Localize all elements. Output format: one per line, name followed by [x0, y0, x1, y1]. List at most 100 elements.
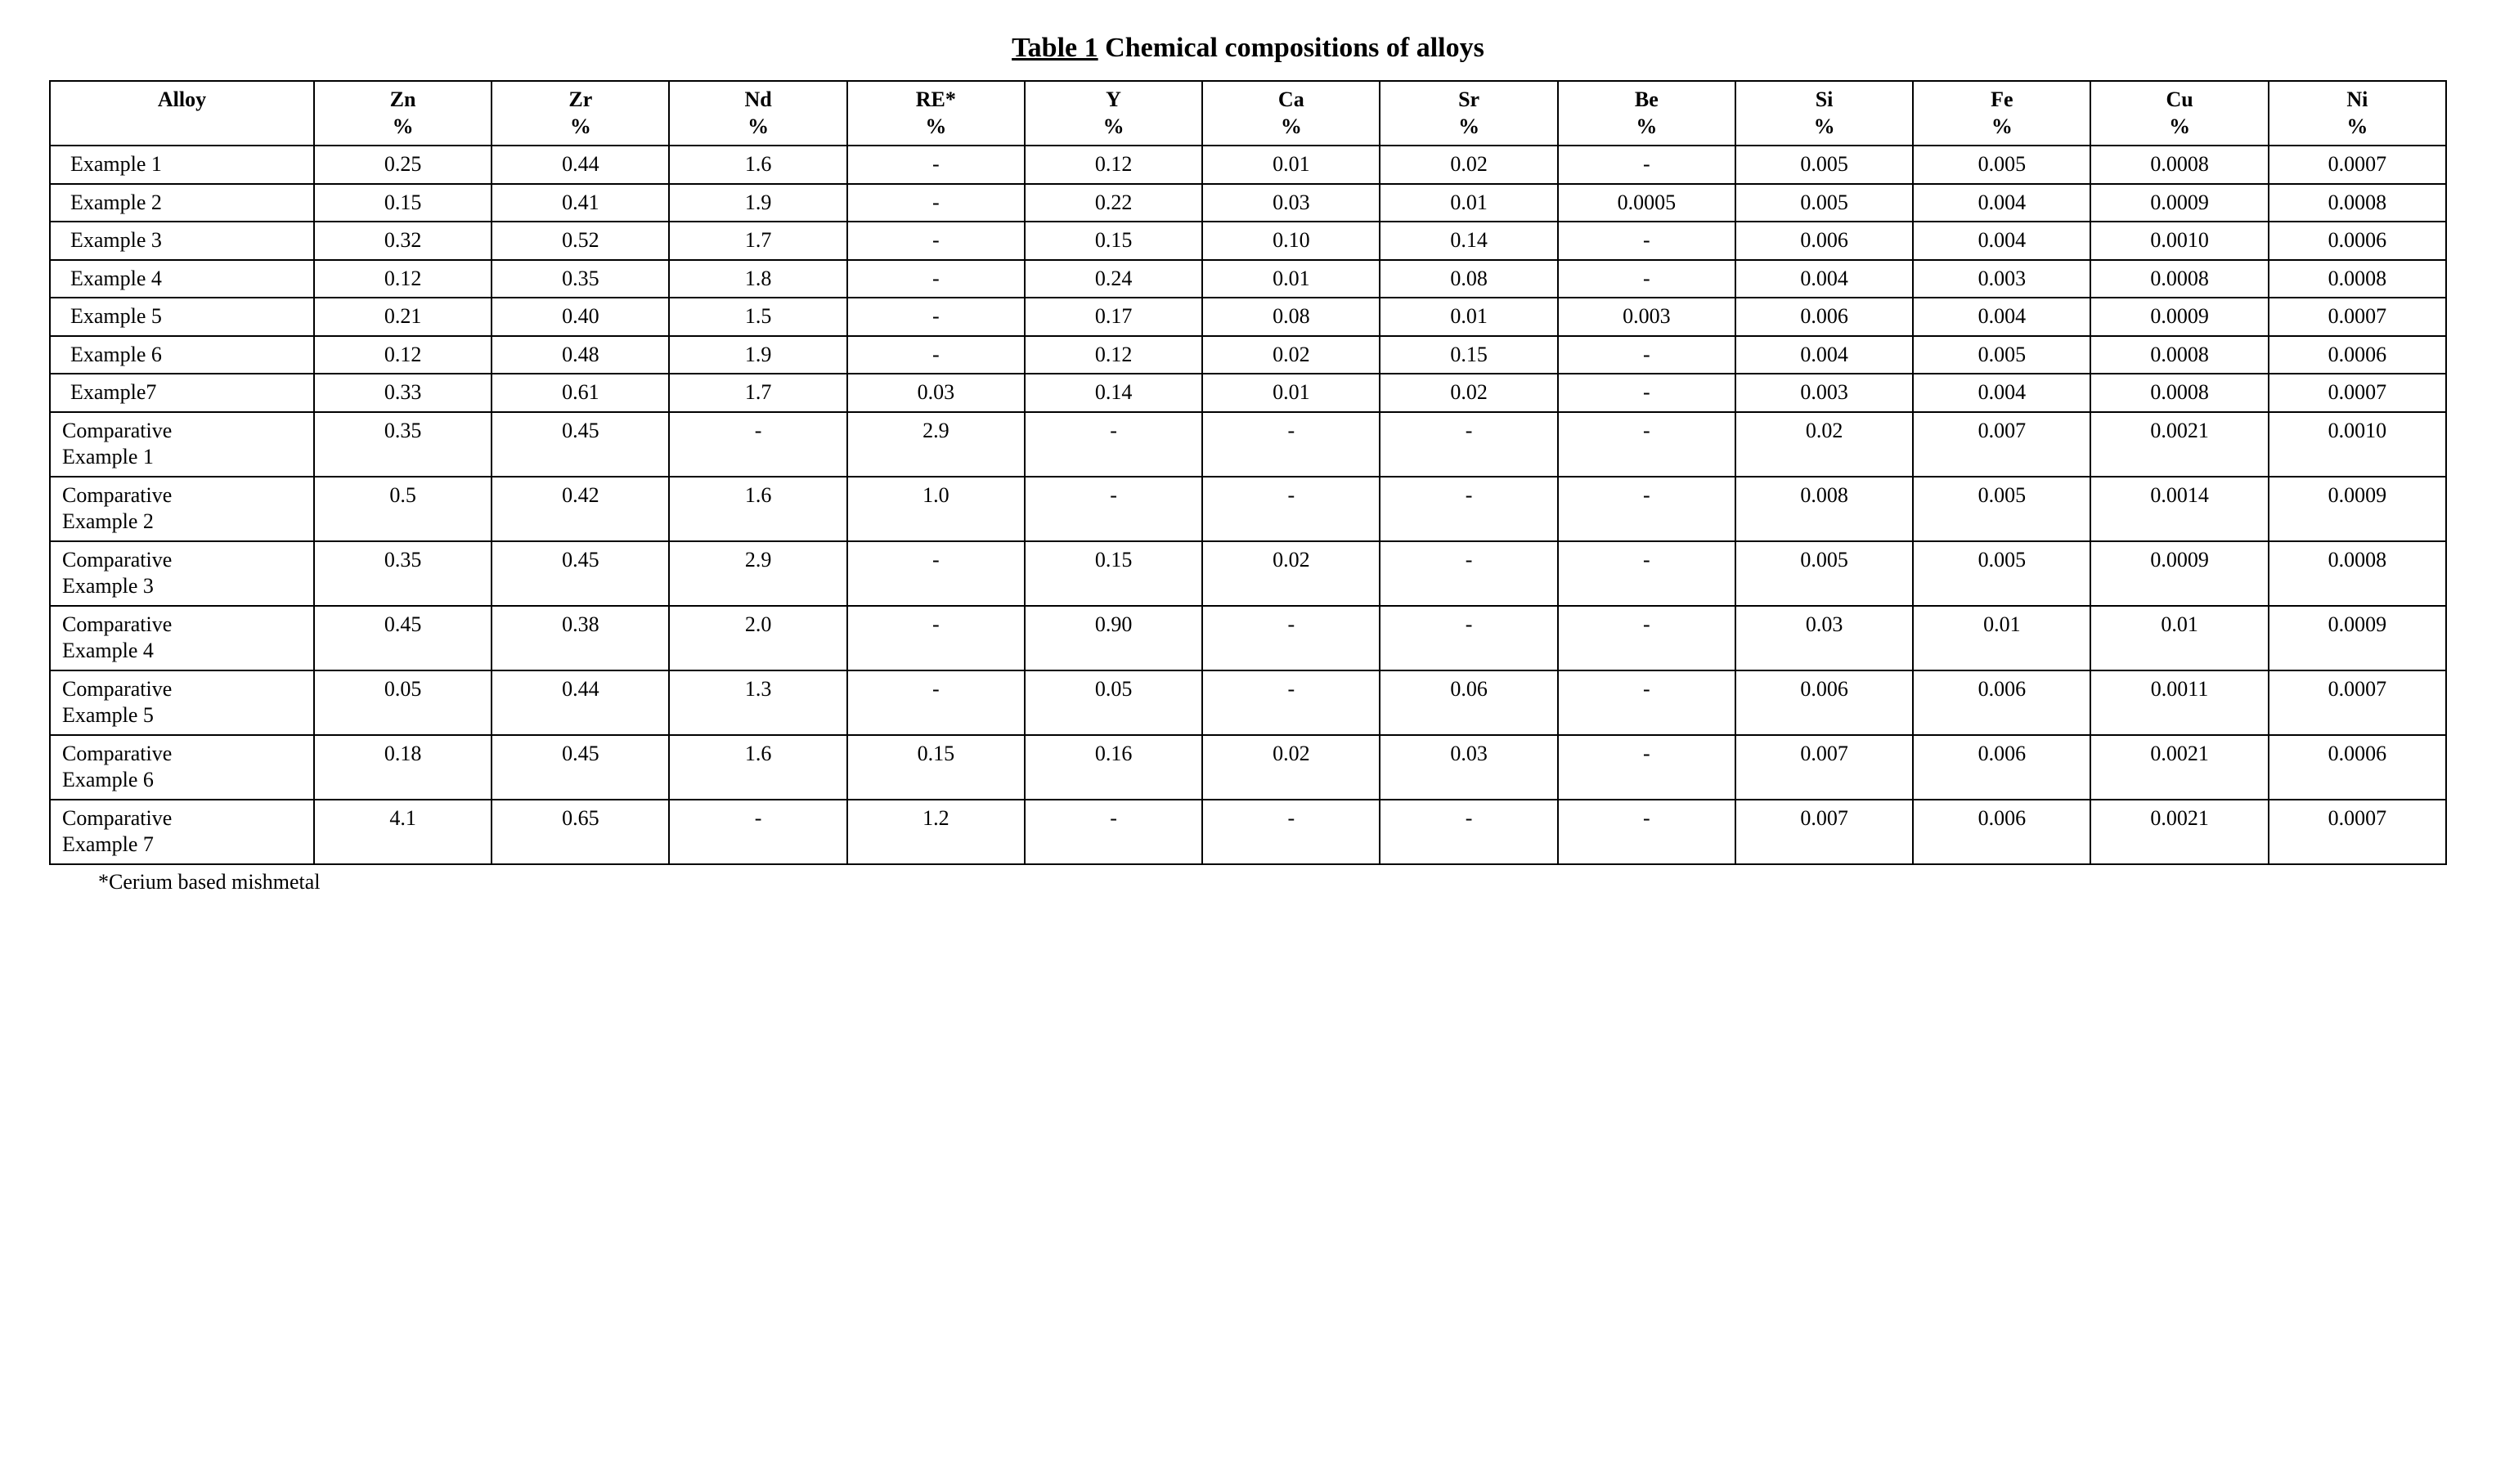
- data-cell: -: [1558, 374, 1735, 412]
- data-cell: -: [1558, 735, 1735, 800]
- data-cell: 0.004: [1913, 298, 2090, 336]
- data-cell: 0.38: [492, 606, 669, 670]
- alloy-name-cell: Example 6: [50, 336, 314, 374]
- data-cell: 0.01: [1913, 606, 2090, 670]
- data-cell: 0.005: [1913, 541, 2090, 606]
- data-cell: 0.24: [1025, 260, 1202, 298]
- data-cell: 0.02: [1735, 412, 1913, 477]
- column-header-line1: Sr: [1387, 87, 1550, 114]
- table-body: Example 10.250.441.6-0.120.010.02-0.0050…: [50, 146, 2446, 864]
- data-cell: 0.01: [1202, 374, 1380, 412]
- data-cell: 2.9: [669, 541, 846, 606]
- column-header-line2: %: [321, 114, 484, 141]
- column-header-line1: Cu: [2098, 87, 2260, 114]
- table-row: Example 30.320.521.7-0.150.100.14-0.0060…: [50, 222, 2446, 260]
- alloy-name-cell: Example 2: [50, 184, 314, 222]
- data-cell: 0.0014: [2090, 477, 2268, 541]
- data-cell: 0.0010: [2090, 222, 2268, 260]
- data-cell: -: [847, 298, 1025, 336]
- data-cell: -: [1202, 800, 1380, 864]
- data-cell: 0.32: [314, 222, 492, 260]
- data-cell: 0.61: [492, 374, 669, 412]
- data-cell: -: [847, 606, 1025, 670]
- data-cell: -: [1025, 800, 1202, 864]
- column-header: Ca%: [1202, 81, 1380, 146]
- data-cell: 0.12: [1025, 146, 1202, 184]
- data-cell: 0.0006: [2269, 222, 2446, 260]
- data-cell: 1.6: [669, 146, 846, 184]
- data-cell: -: [669, 412, 846, 477]
- data-cell: -: [669, 800, 846, 864]
- data-cell: 0.33: [314, 374, 492, 412]
- data-cell: 0.21: [314, 298, 492, 336]
- data-cell: 1.9: [669, 184, 846, 222]
- data-cell: 0.01: [1380, 184, 1557, 222]
- column-header-line2: %: [1743, 114, 1906, 141]
- data-cell: 0.0007: [2269, 670, 2446, 735]
- data-cell: 0.003: [1913, 260, 2090, 298]
- column-header-line2: %: [1387, 114, 1550, 141]
- header-row: AlloyZn%Zr%Nd%RE*%Y%Ca%Sr%Be%Si%Fe%Cu%Ni…: [50, 81, 2446, 146]
- data-cell: 0.17: [1025, 298, 1202, 336]
- data-cell: 0.15: [1025, 541, 1202, 606]
- data-cell: 0.18: [314, 735, 492, 800]
- data-cell: 0.03: [847, 374, 1025, 412]
- data-cell: 0.008: [1735, 477, 1913, 541]
- data-cell: 0.005: [1735, 541, 1913, 606]
- data-cell: 1.6: [669, 735, 846, 800]
- column-header-line1: Ni: [2276, 87, 2439, 114]
- data-cell: 0.14: [1025, 374, 1202, 412]
- data-cell: 0.006: [1735, 670, 1913, 735]
- data-cell: 0.005: [1913, 146, 2090, 184]
- data-cell: 0.90: [1025, 606, 1202, 670]
- data-cell: 0.45: [314, 606, 492, 670]
- table-row: ComparativeExample 30.350.452.9-0.150.02…: [50, 541, 2446, 606]
- data-cell: 0.15: [1380, 336, 1557, 374]
- data-cell: 0.06: [1380, 670, 1557, 735]
- column-header: Nd%: [669, 81, 846, 146]
- column-header-line2: %: [676, 114, 839, 141]
- data-cell: 0.0005: [1558, 184, 1735, 222]
- data-cell: 0.01: [1202, 146, 1380, 184]
- data-cell: -: [1558, 477, 1735, 541]
- data-cell: -: [1380, 800, 1557, 864]
- data-cell: 0.42: [492, 477, 669, 541]
- data-cell: 0.45: [492, 412, 669, 477]
- column-header-line2: %: [855, 114, 1017, 141]
- data-cell: 0.48: [492, 336, 669, 374]
- data-cell: 1.7: [669, 374, 846, 412]
- data-cell: 0.05: [1025, 670, 1202, 735]
- footnote: *Cerium based mishmetal: [49, 870, 2447, 894]
- data-cell: 0.02: [1202, 541, 1380, 606]
- data-cell: 0.0008: [2090, 336, 2268, 374]
- data-cell: 0.004: [1913, 222, 2090, 260]
- column-header: Fe%: [1913, 81, 2090, 146]
- data-cell: 0.0007: [2269, 146, 2446, 184]
- column-header: Zr%: [492, 81, 669, 146]
- data-cell: 0.0021: [2090, 735, 2268, 800]
- data-cell: 0.02: [1380, 374, 1557, 412]
- data-cell: -: [847, 260, 1025, 298]
- data-cell: -: [1558, 260, 1735, 298]
- data-cell: 0.65: [492, 800, 669, 864]
- data-cell: 0.45: [492, 541, 669, 606]
- data-cell: 0.0008: [2090, 146, 2268, 184]
- table-row: Example 20.150.411.9-0.220.030.010.00050…: [50, 184, 2446, 222]
- column-header: Si%: [1735, 81, 1913, 146]
- alloy-name-cell: Example 5: [50, 298, 314, 336]
- alloy-name-cell: ComparativeExample 4: [50, 606, 314, 670]
- column-header: Be%: [1558, 81, 1735, 146]
- data-cell: 0.02: [1202, 735, 1380, 800]
- data-cell: 0.0008: [2269, 184, 2446, 222]
- alloy-name-cell: ComparativeExample 6: [50, 735, 314, 800]
- column-header: Zn%: [314, 81, 492, 146]
- data-cell: 0.10: [1202, 222, 1380, 260]
- alloy-name-cell: Example 3: [50, 222, 314, 260]
- column-header-line1: RE*: [855, 87, 1017, 114]
- alloy-name-cell: Example 1: [50, 146, 314, 184]
- data-cell: 1.8: [669, 260, 846, 298]
- column-header-line1: Alloy: [57, 87, 307, 114]
- data-cell: 0.44: [492, 670, 669, 735]
- data-cell: 0.004: [1735, 260, 1913, 298]
- data-cell: 0.0008: [2269, 260, 2446, 298]
